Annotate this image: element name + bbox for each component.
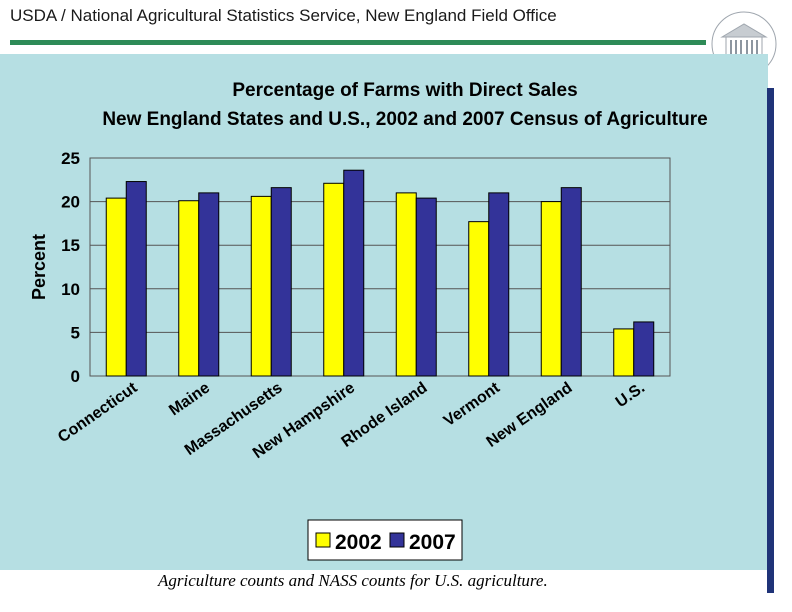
side-accent-bar	[767, 88, 774, 593]
chart-title: Percentage of Farms with Direct Sales	[232, 80, 577, 101]
bar-2007-vermont	[488, 192, 510, 377]
bar-2007-rhode-island	[415, 197, 437, 377]
bar-chart: Percentage of Farms with Direct Sales Ne…	[29, 80, 708, 561]
header-divider	[10, 40, 706, 45]
gridlines	[90, 201, 670, 333]
y-tick-label: 25	[61, 149, 80, 168]
bar-2007-connecticut	[125, 181, 147, 377]
y-tick-label: 15	[61, 236, 80, 255]
bar-2002-massachusetts	[250, 195, 272, 377]
y-axis-ticks: 0 5 10 15 20 25	[61, 149, 80, 386]
plot-area	[89, 157, 671, 377]
bar-2007-new-england	[560, 187, 582, 377]
legend-label-2007: 2007	[409, 531, 456, 554]
y-tick-label: 20	[61, 193, 80, 212]
y-tick-label: 10	[61, 280, 80, 299]
legend: 2002 2007	[307, 519, 463, 561]
chart-subtitle: New England States and U.S., 2002 and 20…	[102, 109, 707, 130]
x-tick-label: Connecticut	[55, 379, 141, 446]
bar-2007-u-s	[633, 321, 655, 377]
x-tick-label: U.S.	[613, 379, 648, 411]
bar-2002-u-s	[613, 328, 635, 377]
bar-2007-maine	[198, 192, 220, 377]
legend-swatch-2002	[315, 532, 331, 548]
x-tick-label: Maine	[166, 379, 213, 419]
bar-2002-new-hampshire	[323, 182, 345, 377]
bar-2002-maine	[178, 200, 200, 377]
bar-2002-connecticut	[105, 197, 127, 377]
bar-2002-rhode-island	[395, 192, 417, 377]
legend-label-2002: 2002	[335, 531, 382, 554]
bars	[105, 169, 655, 377]
header-title: USDA / National Agricultural Statistics …	[10, 6, 557, 25]
y-axis-label: Percent	[29, 234, 49, 300]
bar-2002-vermont	[468, 221, 490, 377]
y-tick-label: 0	[71, 367, 80, 386]
bar-2007-massachusetts	[270, 187, 292, 377]
bar-2002-new-england	[540, 201, 562, 377]
bar-2007-new-hampshire	[343, 169, 365, 377]
y-tick-label: 5	[71, 323, 80, 342]
footer-tagline: Agriculture counts and NASS counts for U…	[158, 571, 548, 590]
x-tick-label: Vermont	[441, 379, 504, 430]
chart-panel: Percentage of Farms with Direct Sales Ne…	[0, 54, 768, 570]
legend-box	[307, 519, 463, 561]
legend-swatch-2007	[389, 532, 405, 548]
